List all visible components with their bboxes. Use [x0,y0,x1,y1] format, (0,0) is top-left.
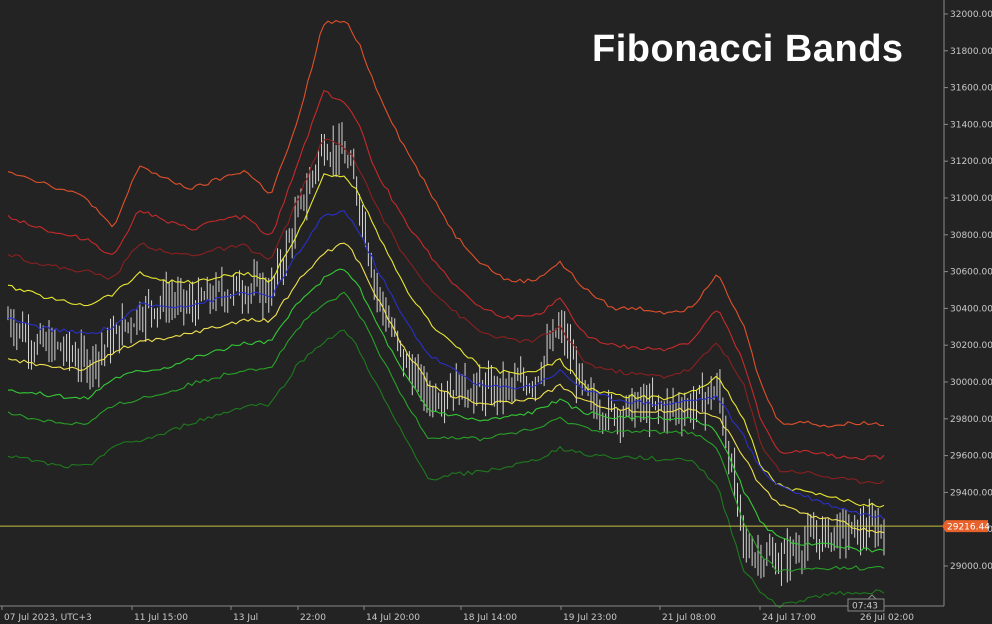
y-tick-label: 31600.00 [950,84,992,94]
y-tick-label: 29400.00 [950,488,992,498]
y-tick-label: 31400.00 [950,120,992,130]
price-badge-shape [942,520,988,533]
x-tick-label: 21 Jul 08:00 [662,613,716,623]
x-axis: 07 Jul 2023, UTC+3 11 Jul 15:00 13 Jul 22:0… [0,605,944,623]
x-tick-label: 18 Jul 14:00 [463,613,517,623]
timer-label: 07:43 [852,602,878,612]
x-tick-label: 13 Jul [233,613,258,623]
y-tick-label: 30000.00 [950,378,992,388]
band-line-1 [7,89,885,461]
band-line-0 [7,19,885,428]
bar-timer: 07:43 [847,594,885,612]
x-tick-label: 19 Jul 23:00 [563,613,617,623]
y-tick-label: 30400.00 [950,304,992,314]
band-line-8 [7,329,885,609]
fibonacci-bands [7,19,885,609]
y-tick-label: 31800.00 [950,47,992,57]
y-tick-label: 29600.00 [950,452,992,462]
y-tick-label: 30600.00 [950,268,992,278]
band-line-3 [7,173,885,508]
y-tick-label: 32000.00 [950,10,992,20]
x-tick-label: 11 Jul 15:00 [134,613,188,623]
y-tick-label: 29000.00 [950,562,992,572]
band-line-7 [7,291,885,572]
y-tick-label: 30200.00 [950,341,992,351]
x-tick-label: 26 Jul 02:00 [860,613,914,623]
band-line-6 [7,268,885,553]
y-tick-label: 31200.00 [950,157,992,167]
band-line-2 [7,138,885,484]
y-tick-label: 31000.00 [950,194,992,204]
price-badge: 29216.44 [942,520,990,533]
y-tick-label: 30800.00 [950,231,992,241]
price-badge-label: 29216.44 [947,523,990,533]
chart-title: Fibonacci Bands [592,28,904,70]
y-axis: 29000.0029200.0029400.0029600.0029800.00… [943,0,992,606]
y-tick-label: 29800.00 [950,415,992,425]
x-tick-label: 14 Jul 20:00 [366,613,420,623]
price-candles [7,122,885,586]
timer-box [847,598,885,612]
band-line-5 [7,242,885,534]
band-line-4 [7,210,885,520]
timer-pointer [867,594,877,600]
x-tick-label: 07 Jul 2023, UTC+3 [4,613,92,623]
x-tick-label: 22:00 [300,613,326,623]
x-tick-label: 24 Jul 17:00 [762,613,816,623]
